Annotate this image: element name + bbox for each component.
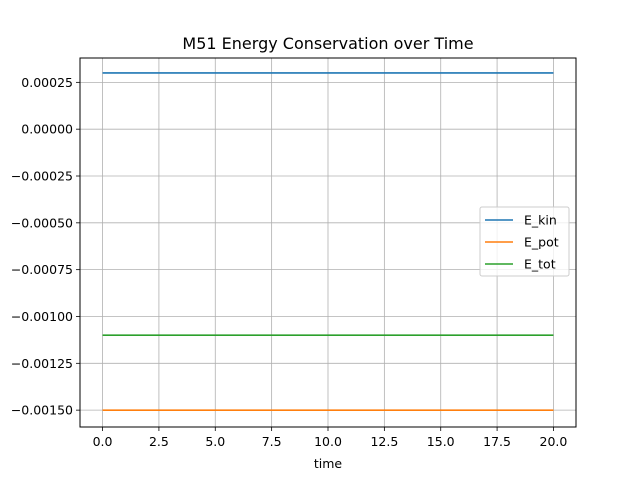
x-axis: 0.0 2.5 5.0 7.5 10.0 12.5 15.0 17.5 20.0 xyxy=(93,427,568,449)
legend-label: E_kin xyxy=(524,213,557,228)
y-tick-label: −0.00100 xyxy=(11,309,73,324)
y-axis: 0.00025 0.00000 −0.00025 −0.00050 −0.00075 −0… xyxy=(11,75,80,418)
legend: E_kin E_pot E_tot xyxy=(479,206,570,277)
y-tick-label: −0.00050 xyxy=(11,215,73,230)
x-tick-label: 10.0 xyxy=(314,434,342,449)
y-tick-label: −0.00025 xyxy=(11,169,73,184)
chart-title: M51 Energy Conservation over Time xyxy=(182,34,473,53)
y-tick-label: −0.00075 xyxy=(11,262,73,277)
series-lines xyxy=(102,72,554,411)
x-tick-label: 17.5 xyxy=(483,434,511,449)
legend-label: E_pot xyxy=(524,235,559,250)
x-tick-label: 0.0 xyxy=(93,434,113,449)
x-tick-label: 20.0 xyxy=(540,434,568,449)
y-tick-label: 0.00000 xyxy=(21,122,73,137)
x-tick-label: 2.5 xyxy=(149,434,169,449)
x-tick-label: 12.5 xyxy=(370,434,398,449)
y-tick-label: 0.00025 xyxy=(21,75,73,90)
y-tick-label: −0.00150 xyxy=(11,403,73,418)
legend-label: E_tot xyxy=(524,257,556,272)
legend-box xyxy=(479,206,570,277)
x-tick-label: 5.0 xyxy=(205,434,225,449)
y-tick-label: −0.00125 xyxy=(11,356,73,371)
x-tick-label: 7.5 xyxy=(262,434,282,449)
x-tick-label: 15.0 xyxy=(427,434,455,449)
x-axis-label: time xyxy=(314,456,343,471)
